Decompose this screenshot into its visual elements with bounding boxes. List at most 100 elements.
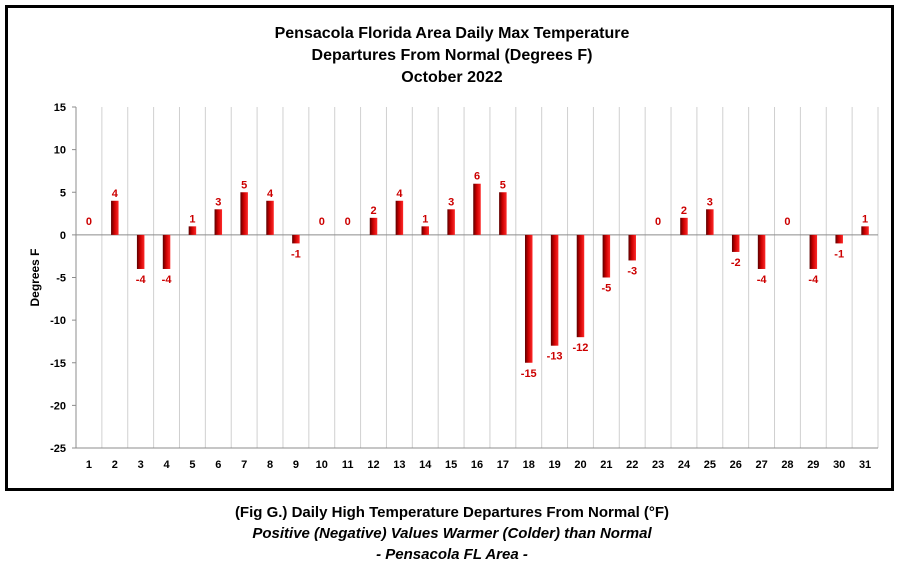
x-tick-label: 22 (626, 459, 638, 471)
figure-caption: (Fig G.) Daily High Temperature Departur… (234, 504, 670, 521)
x-tick-label: 6 (215, 459, 221, 471)
data-label: 2 (681, 205, 687, 217)
data-label: 0 (86, 216, 92, 228)
bar (809, 234, 818, 269)
bar (266, 200, 274, 235)
bar (861, 226, 869, 235)
data-label: -4 (136, 274, 147, 286)
x-tick-label: 15 (445, 459, 457, 471)
data-label: -3 (627, 265, 637, 277)
x-tick-label: 31 (859, 459, 871, 471)
x-tick-label: 3 (138, 459, 144, 471)
data-label: 0 (319, 216, 325, 228)
data-label: 5 (241, 179, 247, 191)
bar (602, 234, 611, 278)
figure-caption-subtitle: Positive (Negative) Values Warmer (Colde… (252, 525, 652, 542)
y-tick-label: -20 (50, 400, 66, 412)
data-label: 4 (112, 188, 119, 200)
bar (835, 234, 843, 244)
data-label: 1 (422, 213, 428, 225)
bar (421, 226, 430, 235)
bar (524, 234, 533, 363)
chart-title-line: October 2022 (401, 69, 502, 86)
data-label: -2 (731, 257, 741, 269)
y-axis-title: Degrees F (28, 248, 42, 306)
x-tick-label: 27 (755, 459, 767, 471)
bar (499, 192, 507, 235)
bar (731, 234, 740, 252)
bar (628, 234, 636, 261)
data-label: 2 (370, 205, 376, 217)
x-tick-label: 12 (367, 459, 379, 471)
data-label: 0 (784, 216, 790, 228)
data-label: 0 (345, 216, 351, 228)
chart-title-line: Departures From Normal (Degrees F) (312, 47, 593, 64)
data-label: 1 (189, 213, 195, 225)
x-tick-label: 1 (86, 459, 92, 471)
data-label: -4 (757, 274, 768, 286)
x-tick-label: 20 (574, 459, 586, 471)
x-tick-label: 5 (189, 459, 195, 471)
data-labels: 0 4 -4 -4 1 3 5 4 -1 0 0 2 4 1 3 6 5 -15 -13 -12 -5 -3 0 2 3 -2 -4… (86, 171, 868, 380)
y-tick-label: -10 (50, 315, 66, 327)
x-tick-label: 17 (497, 459, 509, 471)
data-label: 4 (396, 188, 403, 200)
bar (757, 234, 766, 269)
x-tick-label: 16 (471, 459, 483, 471)
data-label: 6 (474, 171, 480, 183)
data-label: 4 (267, 188, 274, 200)
x-tick-label: 23 (652, 459, 664, 471)
bar (680, 217, 688, 235)
data-label: 5 (500, 179, 506, 191)
y-tick-label: 0 (60, 230, 66, 242)
data-label: -5 (601, 283, 611, 295)
data-label: 0 (655, 216, 661, 228)
data-label: -1 (291, 248, 301, 260)
data-label: -4 (808, 274, 819, 286)
data-label: -12 (573, 342, 589, 354)
bars (111, 183, 869, 363)
bar (395, 200, 404, 235)
x-tick-label: 8 (267, 459, 273, 471)
data-label: -4 (162, 274, 173, 286)
data-label: 3 (448, 196, 454, 208)
x-tick-label: 10 (316, 459, 328, 471)
data-label: -1 (834, 248, 844, 260)
x-tick-label: 26 (730, 459, 742, 471)
bar (473, 183, 481, 235)
bar (447, 209, 455, 235)
bar (240, 192, 248, 235)
y-tick-label: 10 (54, 145, 66, 157)
x-tick-label: 28 (781, 459, 793, 471)
y-tick-label: -15 (50, 358, 66, 370)
x-tick-label: 29 (807, 459, 819, 471)
bar (369, 217, 378, 235)
y-tick-label: -25 (50, 443, 66, 455)
x-tick-label: 7 (241, 459, 247, 471)
x-tick-label: 4 (163, 459, 170, 471)
bar (111, 200, 119, 235)
y-tick-label: 5 (60, 187, 66, 199)
bar (162, 234, 171, 269)
data-label: -15 (521, 368, 537, 380)
x-tick-label: 18 (523, 459, 535, 471)
data-label: 3 (215, 196, 221, 208)
x-tick-label: 9 (293, 459, 299, 471)
bar (576, 234, 585, 338)
x-tick-label: 13 (393, 459, 405, 471)
bar (292, 234, 300, 244)
bar (188, 226, 197, 235)
bar (706, 209, 714, 235)
temperature-departure-chart: Pensacola Florida Area Daily Max Tempera… (28, 25, 879, 471)
y-tick-label: 15 (54, 102, 66, 114)
bar (550, 234, 559, 346)
bar (136, 234, 145, 269)
x-tick-label: 30 (833, 459, 845, 471)
y-tick-label: -5 (56, 273, 66, 285)
x-tick-label: 14 (419, 459, 432, 471)
data-label: 1 (862, 213, 868, 225)
figure-caption-area: - Pensacola FL Area - (376, 546, 528, 563)
x-tick-label: 24 (678, 459, 691, 471)
bar (214, 209, 223, 235)
